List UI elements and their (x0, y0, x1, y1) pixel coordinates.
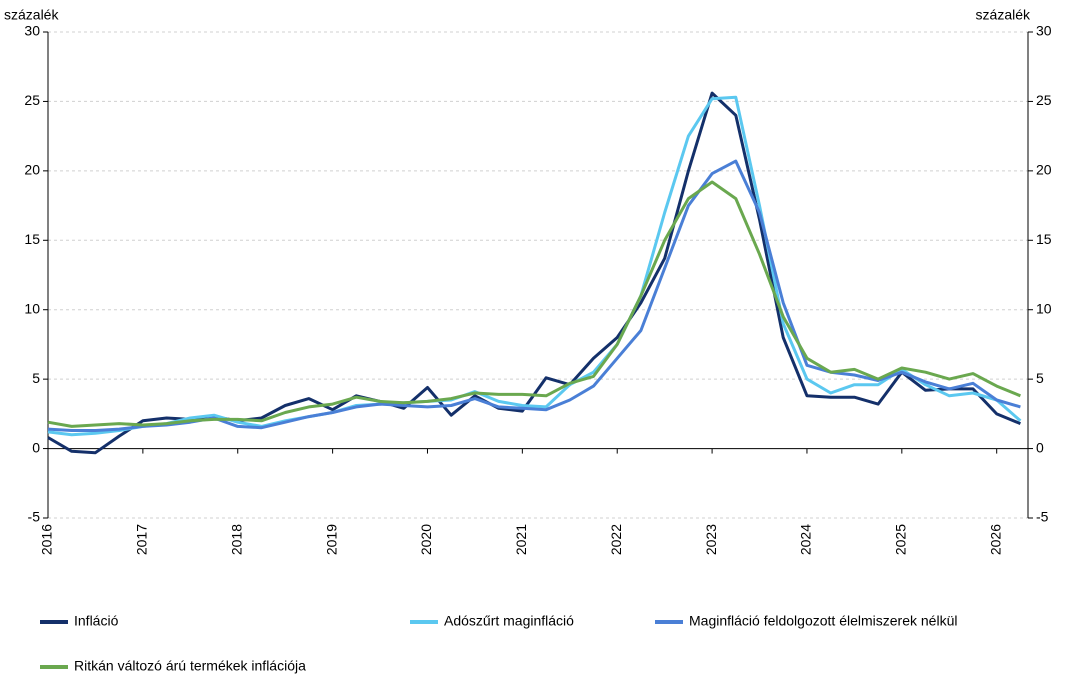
y2-tick-label: 0 (1036, 439, 1044, 455)
x-tick-label: 2018 (228, 524, 244, 555)
y2-tick-label: -5 (1036, 509, 1049, 525)
y2-axis-label: százalék (976, 7, 1031, 23)
y2-tick-label: 15 (1036, 231, 1052, 247)
y-tick-label: 30 (24, 23, 40, 39)
legend-label: Ritkán változó árú termékek inflációja (74, 658, 306, 674)
y-tick-label: 0 (32, 439, 40, 455)
series-line (47, 91, 1021, 455)
x-tick-label: 2017 (134, 524, 150, 555)
legend-label: Infláció (74, 613, 119, 629)
x-tick-label: 2024 (798, 524, 814, 555)
x-tick-label: 2021 (513, 524, 529, 555)
series-line (47, 180, 1021, 428)
legend-label: Adószűrt maginfláció (444, 613, 574, 629)
y-tick-label: 20 (24, 162, 40, 178)
x-tick-label: 2022 (608, 524, 624, 555)
series-line (47, 159, 1021, 432)
x-tick-label: 2016 (39, 524, 55, 555)
y-tick-label: -5 (28, 509, 41, 525)
x-tick-label: 2023 (703, 524, 719, 555)
y-tick-label: 5 (32, 370, 40, 386)
series-line (47, 95, 1022, 437)
y2-tick-label: 30 (1036, 23, 1052, 39)
y2-tick-label: 10 (1036, 300, 1052, 316)
y2-tick-label: 25 (1036, 92, 1052, 108)
y-axis-label: százalék (4, 7, 59, 23)
x-tick-label: 2026 (987, 524, 1003, 555)
y-tick-label: 15 (24, 231, 40, 247)
y-tick-label: 10 (24, 300, 40, 316)
y2-tick-label: 20 (1036, 162, 1052, 178)
y-tick-label: 25 (24, 92, 40, 108)
x-tick-label: 2025 (893, 524, 909, 555)
x-tick-label: 2019 (323, 524, 339, 555)
y2-tick-label: 5 (1036, 370, 1044, 386)
legend-label: Maginfláció feldolgozott élelmiszerek né… (689, 613, 957, 629)
x-tick-label: 2020 (418, 524, 434, 555)
